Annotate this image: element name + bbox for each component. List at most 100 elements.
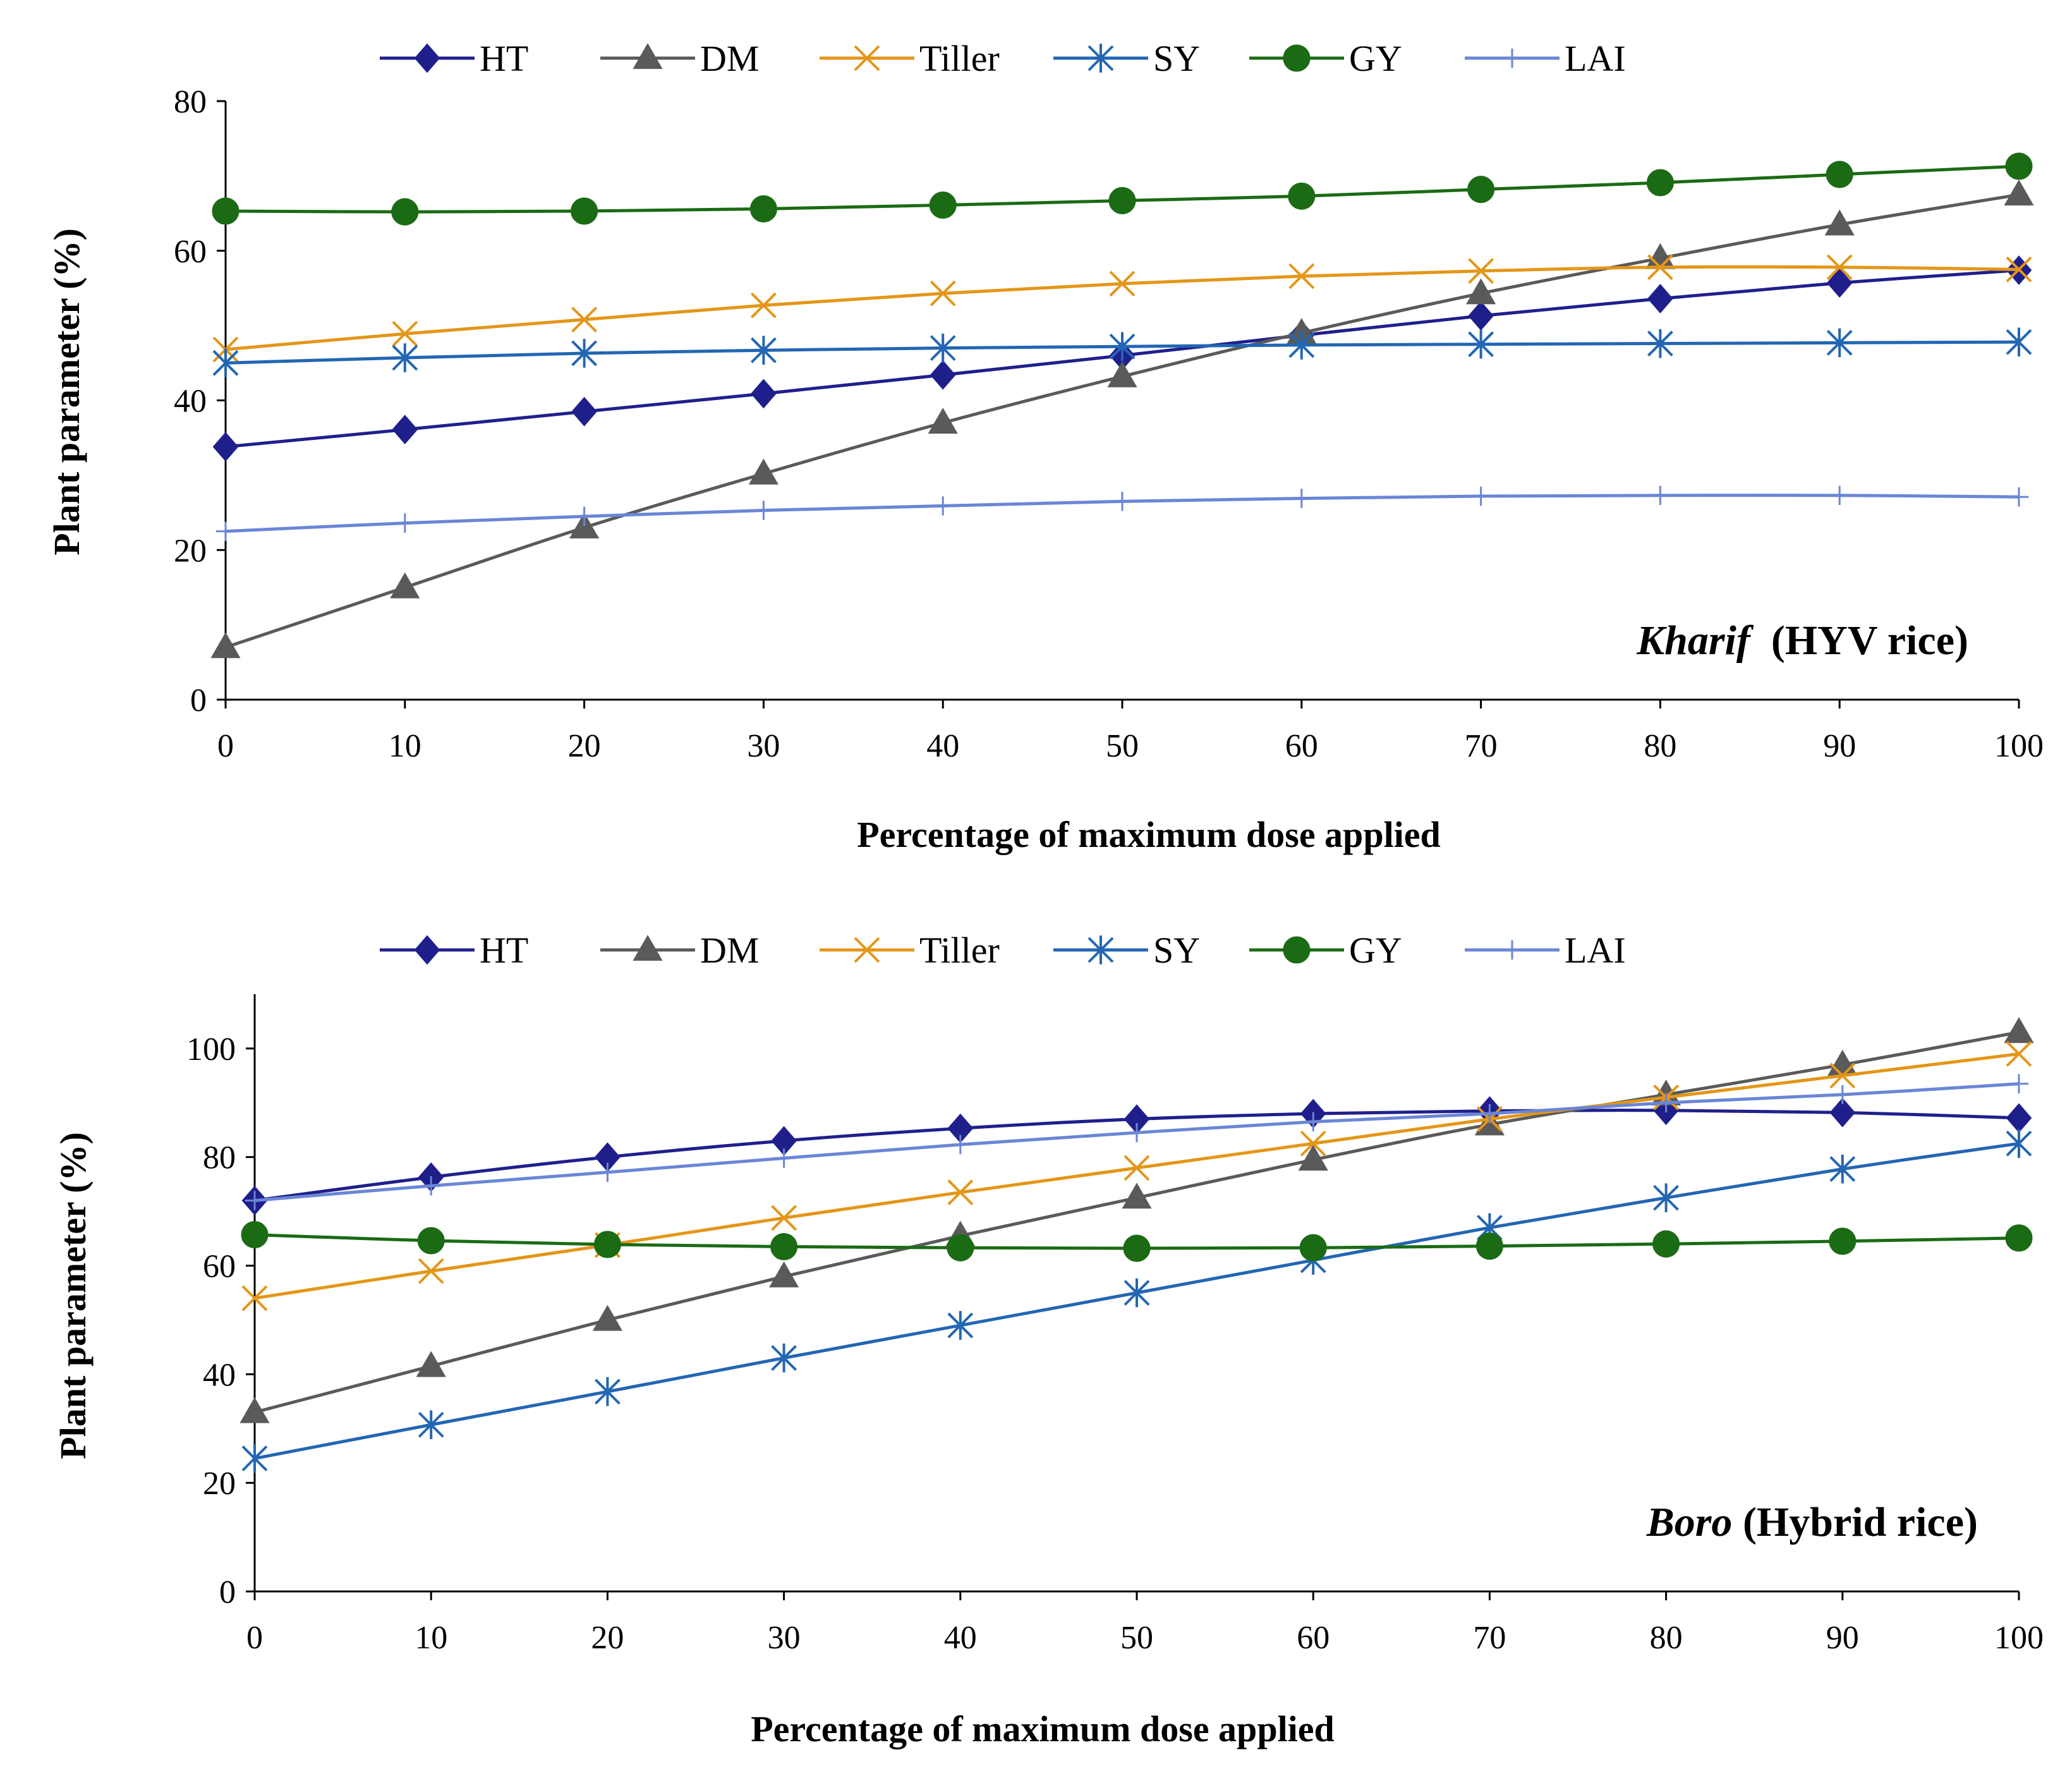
boro-y-ticks: 0 20 40 60 80 100 [186, 1031, 255, 1610]
kharif-series-dm [210, 179, 2034, 659]
kharif-plot-area: 0 20 40 60 80 0 10 20 30 40 50 60 70 80 90 100 [174, 84, 2044, 764]
boro-point-tiller [241, 1285, 268, 1311]
boro-legend-label-sy: SY [1153, 930, 1200, 971]
boro-legend-item-lai: LAI [1465, 930, 1626, 971]
boro-point-gy [947, 1234, 974, 1262]
kharif-point-tiller [571, 307, 598, 333]
kharif-y-tick-label: 60 [174, 234, 207, 270]
kharif-x-tick-label: 80 [1644, 728, 1676, 764]
kharif-y-tick-label: 40 [174, 384, 207, 420]
boro-line-dm [254, 1030, 2020, 1414]
kharif-y-tick-label: 0 [190, 683, 207, 719]
boro-legend-label-tiller: Tiller [919, 930, 1000, 971]
kharif-x-tick-label: 90 [1823, 728, 1856, 764]
boro-point-lai [950, 1134, 970, 1155]
kharif-x-tick-label: 50 [1106, 728, 1139, 764]
kharif-legend-item-dm: DM [600, 38, 759, 79]
kharif-point-gy [1646, 169, 1674, 197]
kharif-point-lai [574, 506, 594, 526]
boro-legend-label-dm: DM [700, 930, 759, 971]
kharif-x-axis-title: Percentage of maximum dose applied [857, 814, 1441, 855]
boro-point-tiller [947, 1179, 974, 1205]
boro-point-lai [1833, 1085, 1852, 1105]
boro-legend-marker-lai [1502, 940, 1522, 960]
kharif-point-tiller [2006, 256, 2032, 283]
kharif-point-lai [754, 501, 773, 520]
boro-x-tick-label: 100 [1994, 1620, 2044, 1656]
kharif-point-tiller [1109, 271, 1136, 297]
kharif-legend-item-gy: GY [1249, 38, 1402, 79]
kharif-point-sy [930, 333, 956, 363]
boro-legend-label-lai: LAI [1565, 930, 1626, 971]
kharif-point-tiller [930, 280, 956, 307]
boro-point-sy [2006, 1129, 2032, 1159]
boro-x-tick-label: 20 [591, 1620, 624, 1656]
boro-point-gy [770, 1232, 798, 1260]
boro-legend-label-gy: GY [1349, 930, 1402, 971]
boro-point-dm [592, 1305, 622, 1331]
boro-x-tick-label: 80 [1650, 1620, 1683, 1656]
boro-series-lai [245, 1074, 2029, 1210]
kharif-x-tick-label: 30 [747, 728, 780, 764]
boro-point-gy [241, 1221, 269, 1249]
kharif-point-tiller [392, 320, 418, 347]
kharif-point-gy [571, 197, 598, 225]
kharif-point-lai [215, 521, 236, 541]
kharif-point-sy [1468, 329, 1494, 359]
kharif-legend-marker-sy [1087, 44, 1114, 73]
boro-point-dm [416, 1351, 446, 1377]
boro-point-lai [2009, 1074, 2029, 1093]
kharif-point-dm [2004, 179, 2034, 206]
kharif-series-tiller [212, 254, 2032, 363]
kharif-point-gy [212, 197, 239, 225]
kharif-point-ht [1647, 284, 1673, 313]
kharif-series [210, 152, 2034, 659]
kharif-x-tick-label: 0 [217, 728, 234, 764]
kharif-point-dm [390, 572, 420, 599]
boro-point-sy [1829, 1154, 1856, 1184]
kharif-x-tick-label: 40 [926, 728, 959, 764]
boro-point-lai [421, 1176, 441, 1196]
kharif-x-ticks: 0 10 20 30 40 50 60 70 80 90 100 [217, 700, 2044, 764]
kharif-point-lai [2009, 487, 2029, 507]
boro-legend: HT DM Tiller SY GY LAI [380, 930, 1626, 971]
kharif-legend-label-dm: DM [700, 38, 759, 79]
boro-point-gy [2005, 1224, 2033, 1252]
boro-series-dm [239, 1017, 2034, 1423]
kharif-point-gy [749, 195, 777, 222]
kharif-point-tiller [1468, 258, 1494, 284]
boro-point-tiller [2006, 1041, 2032, 1067]
kharif-legend-label-sy: SY [1153, 38, 1200, 79]
boro-point-lai [1480, 1104, 1499, 1124]
boro-point-lai [598, 1162, 617, 1182]
boro-point-lai [1656, 1093, 1676, 1113]
kharif-legend-item-lai: LAI [1465, 38, 1626, 79]
kharif-point-lai [395, 513, 415, 533]
boro-point-dm [2004, 1017, 2034, 1043]
kharif-point-gy [1288, 182, 1316, 210]
boro-x-tick-label: 40 [944, 1620, 977, 1656]
kharif-point-tiller [750, 292, 777, 319]
kharif-point-ht [930, 360, 956, 390]
boro-point-tiller [1829, 1062, 1856, 1089]
boro-point-gy [1123, 1234, 1151, 1262]
kharif-legend-marker-tiller [854, 45, 880, 71]
boro-point-gy [593, 1231, 621, 1258]
kharif-point-dm [748, 458, 779, 485]
boro-x-tick-label: 70 [1473, 1620, 1506, 1656]
boro-point-sy [947, 1311, 974, 1340]
boro-y-tick-label: 40 [203, 1357, 236, 1393]
kharif-legend-marker-lai [1502, 48, 1522, 68]
boro-point-tiller [1300, 1130, 1326, 1157]
boro-point-ht [2006, 1103, 2032, 1133]
boro-point-gy [1299, 1234, 1327, 1262]
kharif-point-gy [391, 198, 419, 226]
boro-point-gy [1652, 1230, 1680, 1258]
kharif-point-tiller [1288, 263, 1315, 289]
boro-annotation-rest: (Hybrid rice) [1732, 1499, 1978, 1545]
kharif-series-lai [215, 485, 2029, 541]
kharif-series-sy [212, 327, 2032, 378]
boro-y-tick-label: 0 [219, 1574, 236, 1610]
kharif-legend-item-tiller: Tiller [820, 38, 1000, 79]
kharif-legend-marker-ht [414, 43, 440, 73]
